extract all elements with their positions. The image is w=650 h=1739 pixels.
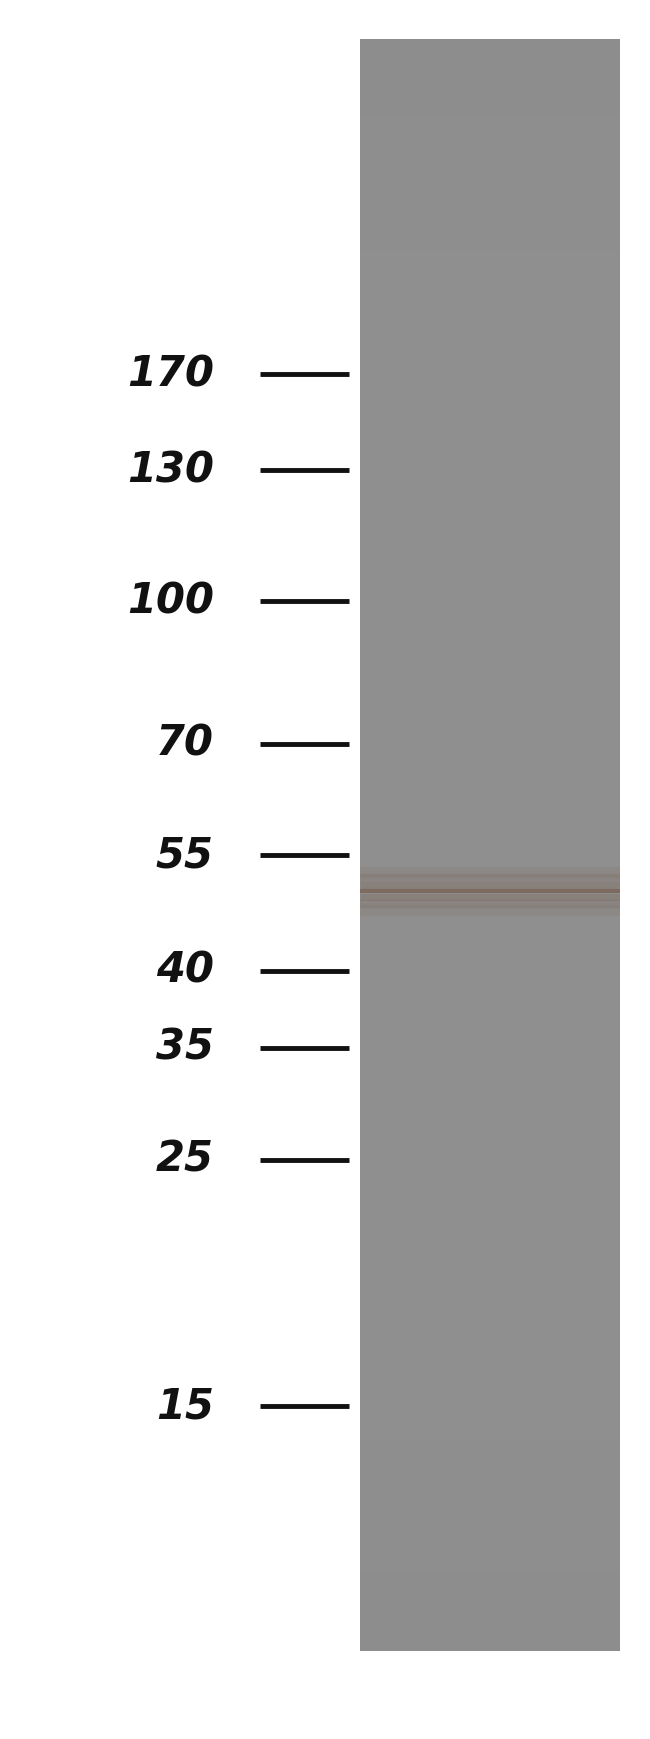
Text: 25: 25 [156, 1139, 214, 1181]
Text: 100: 100 [127, 581, 214, 623]
Text: 40: 40 [156, 949, 214, 991]
Text: 15: 15 [156, 1384, 214, 1428]
Text: 130: 130 [127, 449, 214, 492]
Text: 70: 70 [156, 723, 214, 765]
Text: 55: 55 [156, 835, 214, 876]
Text: 35: 35 [156, 1028, 214, 1069]
Text: 170: 170 [127, 353, 214, 395]
Text: PC12: PC12 [420, 231, 531, 270]
